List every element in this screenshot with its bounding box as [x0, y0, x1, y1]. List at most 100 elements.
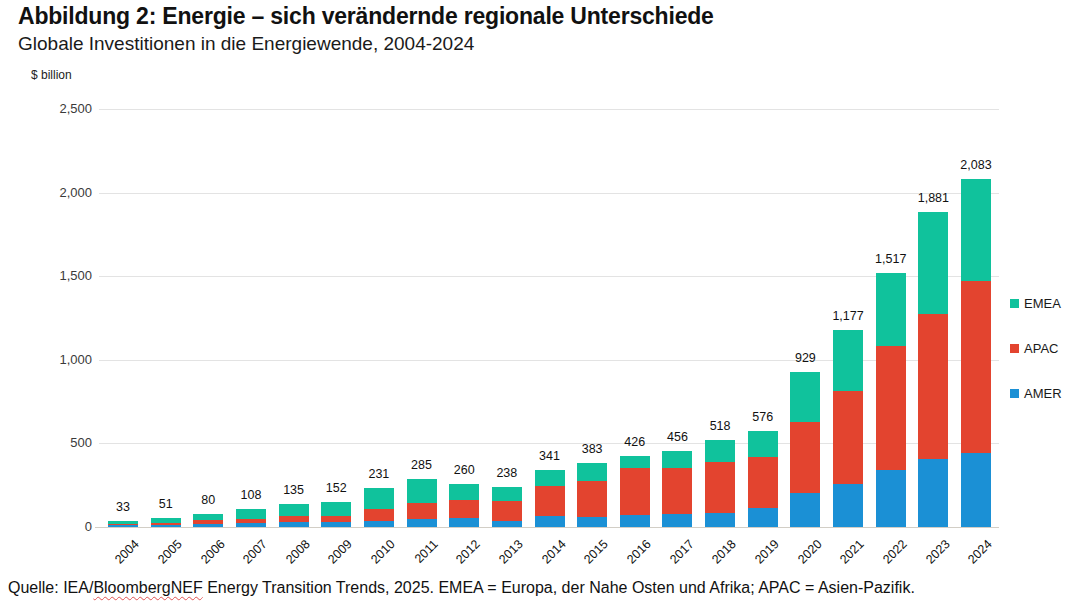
bar-segment-apac-2018 — [705, 462, 735, 512]
bar-segment-emea-2006 — [193, 514, 223, 521]
bar-total-label-2020: 929 — [770, 351, 840, 365]
bar-total-label-2009: 152 — [301, 481, 371, 495]
bar-segment-emea-2008 — [279, 504, 309, 516]
bar-segment-amer-2008 — [279, 522, 309, 527]
bar-segment-emea-2007 — [236, 509, 266, 519]
legend-swatch-amer — [1010, 389, 1019, 398]
x-axis-label-2012: 2012 — [454, 537, 484, 567]
x-axis-label-2005: 2005 — [155, 537, 185, 567]
bar-segment-emea-2010 — [364, 488, 394, 509]
bar-segment-emea-2018 — [705, 440, 735, 462]
x-axis-label-2006: 2006 — [198, 537, 228, 567]
bar-segment-apac-2013 — [492, 501, 522, 521]
bar-segment-apac-2017 — [662, 468, 692, 514]
legend-item-emea: EMEA — [1010, 296, 1061, 311]
legend-label-emea: EMEA — [1024, 296, 1061, 311]
bar-total-label-2023: 1,881 — [898, 191, 968, 205]
x-axis-label-2020: 2020 — [795, 537, 825, 567]
bar-total-label-2024: 2,083 — [941, 158, 1011, 172]
bar-total-label-2019: 576 — [728, 410, 798, 424]
bar-segment-amer-2004 — [108, 525, 138, 527]
bar-segment-apac-2022 — [876, 346, 906, 470]
chart-subtitle: Globale Investitionen in die Energiewend… — [18, 33, 474, 55]
bar-segment-apac-2005 — [151, 523, 181, 525]
bar-total-label-2013: 238 — [472, 466, 542, 480]
bar-segment-amer-2010 — [364, 521, 394, 527]
x-axis-label-2011: 2011 — [412, 537, 441, 566]
bar-segment-amer-2019 — [748, 508, 778, 527]
bar-segment-apac-2004 — [108, 524, 138, 525]
bar-segment-amer-2023 — [918, 459, 948, 527]
bar-segment-amer-2018 — [705, 513, 735, 527]
x-axis-label-2009: 2009 — [326, 537, 356, 567]
x-axis-label-2023: 2023 — [923, 537, 953, 567]
bar-segment-apac-2014 — [535, 486, 565, 515]
bar-segment-emea-2024 — [961, 179, 991, 281]
legend-swatch-apac — [1010, 344, 1019, 353]
bar-segment-emea-2015 — [577, 463, 607, 481]
x-axis-label-2019: 2019 — [752, 537, 782, 567]
x-axis-label-2013: 2013 — [496, 537, 526, 567]
y-axis-tick-label: 2,500 — [20, 101, 92, 116]
bar-segment-apac-2021 — [833, 391, 863, 484]
source-note: Quelle: IEA/BloombergNEF Energy Transiti… — [8, 579, 915, 597]
bar-segment-emea-2016 — [620, 456, 650, 469]
bar-segment-apac-2008 — [279, 516, 309, 522]
source-text-spellcheck-underline: BloombergNEF — [93, 579, 202, 596]
bar-segment-emea-2019 — [748, 431, 778, 457]
x-axis-label-2017: 2017 — [667, 537, 697, 567]
x-axis-label-2004: 2004 — [112, 537, 142, 567]
y-axis-tick-label: 1,500 — [20, 268, 92, 283]
bar-segment-apac-2007 — [236, 519, 266, 524]
bar-segment-apac-2016 — [620, 468, 650, 515]
bar-segment-emea-2021 — [833, 330, 863, 391]
x-axis-label-2022: 2022 — [880, 537, 910, 567]
bar-segment-amer-2006 — [193, 524, 223, 527]
bar-segment-amer-2009 — [321, 522, 351, 527]
gridline-1,000 — [99, 360, 999, 361]
y-axis-tick-label: 2,000 — [20, 185, 92, 200]
bar-segment-amer-2021 — [833, 484, 863, 527]
x-axis-label-2021: 2021 — [837, 537, 867, 567]
bar-segment-apac-2024 — [961, 281, 991, 453]
bar-segment-amer-2024 — [961, 453, 991, 527]
legend-item-amer: AMER — [1010, 386, 1062, 401]
bar-segment-apac-2015 — [577, 481, 607, 517]
bar-segment-apac-2012 — [449, 500, 479, 519]
bar-segment-emea-2013 — [492, 487, 522, 500]
bar-segment-emea-2004 — [108, 521, 138, 524]
bar-segment-emea-2009 — [321, 502, 351, 516]
x-axis-label-2024: 2024 — [965, 537, 995, 567]
bar-segment-amer-2016 — [620, 515, 650, 527]
legend-label-amer: AMER — [1024, 386, 1062, 401]
bar-segment-emea-2022 — [876, 273, 906, 346]
source-text-rest: Energy Transition Trends, 2025. EMEA = E… — [203, 579, 915, 596]
legend-item-apac: APAC — [1010, 341, 1058, 356]
bar-segment-emea-2012 — [449, 484, 479, 500]
bar-total-label-2021: 1,177 — [813, 309, 883, 323]
bar-segment-apac-2019 — [748, 457, 778, 508]
bar-segment-amer-2022 — [876, 470, 906, 527]
bar-total-label-2022: 1,517 — [856, 252, 926, 266]
bar-segment-amer-2020 — [790, 493, 820, 527]
page-title: Abbildung 2: Energie – sich verändernde … — [18, 3, 714, 30]
y-axis-unit-label: $ billion — [31, 68, 72, 82]
bar-segment-emea-2005 — [151, 518, 181, 523]
bar-segment-amer-2017 — [662, 514, 692, 527]
x-axis-label-2014: 2014 — [539, 537, 569, 567]
bar-segment-amer-2011 — [407, 519, 437, 527]
bar-segment-emea-2020 — [790, 372, 820, 422]
bar-segment-amer-2013 — [492, 521, 522, 527]
bar-segment-emea-2023 — [918, 212, 948, 314]
bar-segment-emea-2014 — [535, 470, 565, 486]
x-axis-label-2018: 2018 — [709, 537, 739, 567]
y-axis-tick-label: 0 — [20, 519, 92, 534]
gridline-2,500 — [99, 109, 999, 110]
bar-segment-emea-2011 — [407, 479, 437, 503]
source-text: Quelle: IEA/ — [8, 579, 93, 596]
x-axis-line — [95, 527, 999, 528]
bar-segment-amer-2007 — [236, 523, 266, 527]
bar-segment-amer-2005 — [151, 525, 181, 527]
bar-segment-apac-2023 — [918, 314, 948, 459]
bar-segment-apac-2011 — [407, 503, 437, 519]
